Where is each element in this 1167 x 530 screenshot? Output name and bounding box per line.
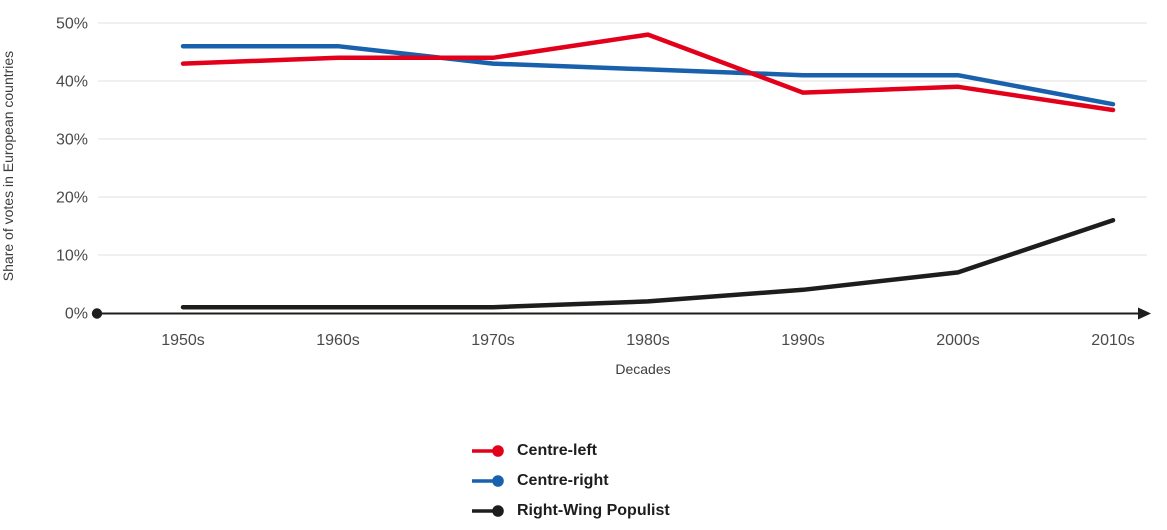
x-axis-origin-dot — [91, 308, 103, 319]
y-tick-label: 40% — [56, 74, 88, 91]
legend-label: Right-Wing Populist — [517, 502, 670, 519]
series-line-centre-left — [180, 32, 1116, 113]
y-tick-label: 0% — [65, 306, 88, 323]
x-tick-label: 1990s — [781, 332, 825, 349]
right-wing-populist-line-marker-icon — [472, 505, 504, 517]
y-tick-labels: 0% 10% 20% 30% 40% 50% — [56, 16, 88, 323]
x-tick-label: 2010s — [1091, 332, 1135, 349]
y-tick-label: 10% — [56, 248, 88, 265]
x-tick-label: 1960s — [316, 332, 360, 349]
x-tick-labels: 1950s 1960s 1970s 1980s 1990s 2000s 2010s — [161, 332, 1135, 349]
legend-label: Centre-left — [517, 442, 598, 459]
legend-item-right-wing-populist: Right-Wing Populist — [470, 496, 670, 526]
y-tick-label: 30% — [56, 132, 88, 149]
series-lines — [180, 32, 1116, 310]
x-axis-title: Decades — [615, 361, 670, 377]
x-tick-label: 2000s — [936, 332, 980, 349]
legend-label: Centre-right — [517, 472, 609, 489]
chart-legend: Centre-left Centre-right Right-Wing Popu… — [470, 436, 670, 526]
centre-left-line-marker-icon — [472, 445, 504, 457]
y-tick-label: 50% — [56, 16, 88, 33]
centre-right-line-marker-icon — [472, 475, 504, 487]
legend-item-centre-right: Centre-right — [470, 466, 670, 496]
x-tick-label: 1980s — [626, 332, 670, 349]
x-axis-arrowhead-icon — [1138, 307, 1151, 320]
x-axis — [91, 307, 1151, 320]
series-line-right-wing-populist — [180, 217, 1116, 310]
legend-item-centre-left: Centre-left — [470, 436, 670, 466]
plot-area: 0%10%20%30%40%50% 1950s 1960s 1970s 1980s 19… — [56, 16, 1151, 377]
series-line-centre-right — [180, 43, 1116, 107]
y-tick-label: 20% — [56, 190, 88, 207]
gridlines — [98, 22, 1147, 256]
x-tick-label: 1970s — [471, 332, 515, 349]
line-chart: Share of votes in European countries 0% 1… — [0, 16, 1151, 377]
x-tick-label: 1950s — [161, 332, 205, 349]
